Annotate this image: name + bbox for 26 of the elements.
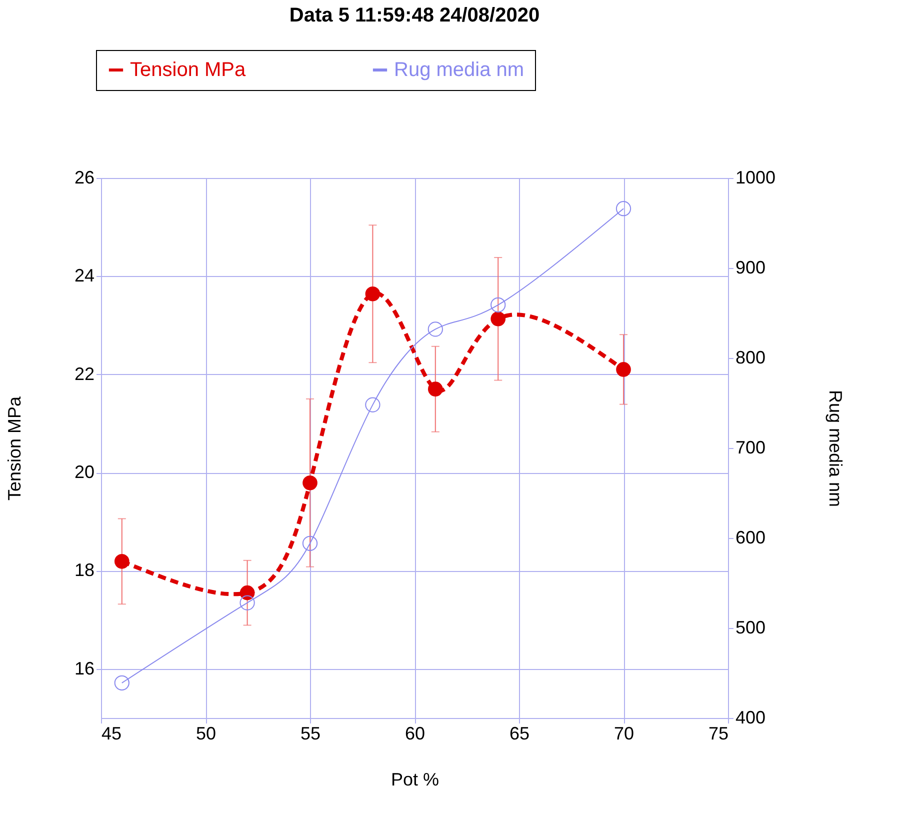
x-tick-label: 55: [300, 724, 321, 744]
y-tick-label: 26: [74, 168, 94, 188]
y-axis-title: Tension MPa: [4, 395, 24, 501]
x-tick-label: 60: [404, 724, 426, 744]
x-tick-label: 45: [102, 724, 122, 744]
y2-tick-label: 500: [736, 618, 766, 638]
y-tick-label: 16: [74, 658, 94, 678]
legend-label: Rug media nm: [394, 59, 524, 81]
x-tick-label: 65: [509, 724, 530, 744]
y-tick-label: 24: [74, 266, 94, 286]
y2-tick-label: 900: [736, 258, 766, 278]
chart-title: Data 5 11:59:48 24/08/2020: [289, 4, 540, 26]
y2-tick-label: 1000: [736, 168, 776, 188]
y2-tick-label: 800: [736, 348, 766, 368]
x-axis-title: Pot %: [390, 770, 440, 790]
y2-tick-label: 400: [736, 708, 766, 728]
y2-axis-title: Rug media nm: [826, 390, 846, 508]
x-tick-label: 70: [614, 724, 634, 744]
y2-tick-label: 600: [736, 528, 766, 548]
x-tick-label: 50: [196, 724, 216, 744]
y-tick-label: 20: [74, 462, 94, 482]
x-tick-label: 75: [708, 724, 728, 744]
y-tick-label: 18: [74, 560, 94, 580]
y2-tick-label: 700: [736, 438, 766, 458]
legend-label: Tension MPa: [130, 59, 246, 81]
y-tick-label: 22: [74, 364, 94, 384]
